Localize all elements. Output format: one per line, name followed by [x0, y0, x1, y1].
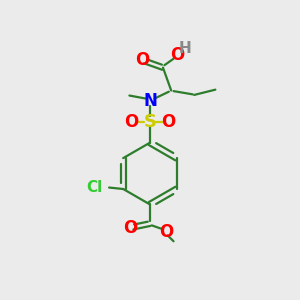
Text: O: O [123, 219, 138, 237]
Text: S: S [143, 113, 157, 131]
Text: O: O [124, 113, 139, 131]
Text: H: H [179, 41, 192, 56]
Text: Cl: Cl [86, 180, 103, 195]
Text: O: O [159, 224, 173, 242]
Text: O: O [135, 52, 149, 70]
Text: N: N [143, 92, 157, 110]
Text: O: O [161, 113, 176, 131]
Text: O: O [171, 46, 185, 64]
